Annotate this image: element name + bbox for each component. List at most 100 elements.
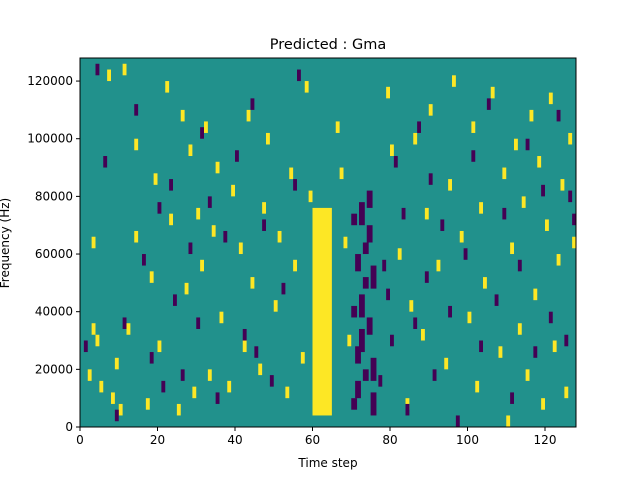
heatmap-cell-high <box>568 132 573 145</box>
heatmap-cell-low <box>355 254 361 272</box>
heatmap-bright-band <box>312 207 332 416</box>
heatmap-cell-high <box>134 230 139 243</box>
heatmap-cell-low <box>359 328 365 353</box>
heatmap-cell-low <box>169 179 173 191</box>
heatmap-cell-high <box>300 352 305 364</box>
heatmap-cell-high <box>149 271 154 283</box>
heatmap-cell-high <box>490 86 495 99</box>
heatmap-cell-high <box>529 109 534 122</box>
heatmap-cell-low <box>413 317 418 329</box>
heatmap-cell-low <box>281 282 286 295</box>
heatmap-cell-low <box>114 409 119 422</box>
heatmap-cell-high <box>273 300 278 312</box>
heatmap-cell-low <box>134 104 139 116</box>
heatmap-cell-high <box>250 277 255 289</box>
heatmap-cell-low <box>370 357 377 381</box>
heatmap-cell-low <box>355 380 361 399</box>
axes: 0 20 40 60 80 100 120 0 20000 40000 60000 80000 1000… <box>27 57 577 447</box>
plot-frame <box>79 57 577 428</box>
heatmap-cell-low <box>548 311 553 324</box>
heatmap-cell-low <box>223 230 228 243</box>
heatmap-cell-low <box>401 207 406 220</box>
heatmap-cell-low <box>355 346 361 364</box>
heatmap-cell-low <box>362 369 369 381</box>
y-tick-label: 0 <box>65 420 73 434</box>
heatmap-cell-high <box>479 202 483 214</box>
heatmap-cell-low <box>417 121 421 133</box>
heatmap-cell-high <box>452 75 456 87</box>
heatmap-cell-high <box>308 190 313 203</box>
heatmap-cell-high <box>192 386 197 399</box>
heatmap-cell-high <box>180 109 185 122</box>
heatmap-cell-low <box>463 248 468 260</box>
heatmap-cell-high <box>537 156 542 168</box>
heatmap-cell-high <box>572 236 576 249</box>
heatmap-cell-low <box>390 334 394 347</box>
heatmap-cell-low <box>533 346 538 358</box>
heatmap-cell-high <box>413 132 418 145</box>
heatmap-cell-high <box>196 207 201 220</box>
heatmap-cell-high <box>459 230 464 243</box>
heatmap-cell-low <box>297 69 301 82</box>
heatmap-cell-high <box>200 259 204 272</box>
heatmap-cell-high <box>145 398 150 410</box>
heatmap-cell-low <box>149 352 154 364</box>
heatmap-cell-high <box>107 69 111 82</box>
x-tick-label: 40 <box>227 433 242 447</box>
heatmap-cell-high <box>386 86 390 99</box>
x-tick-label: 80 <box>382 433 397 447</box>
heatmap-cell-low <box>95 63 100 76</box>
heatmap-cell-low <box>293 179 297 191</box>
heatmap-cell-low <box>262 219 266 231</box>
heatmap-cell-low <box>351 213 358 226</box>
heatmap-cell-high <box>91 323 96 335</box>
heatmap-cell-low <box>568 190 573 203</box>
heatmap-cell-high <box>444 357 449 370</box>
heatmap-cell-high <box>552 340 557 353</box>
heatmap-cell-high <box>289 167 294 180</box>
heatmap-cell-low <box>424 271 429 283</box>
heatmap-cell-high <box>304 81 309 93</box>
y-tick-label: 80000 <box>35 189 73 203</box>
heatmap-cell-high <box>238 242 243 255</box>
heatmap-cell-low <box>161 380 166 393</box>
x-tick-label: 20 <box>150 433 165 447</box>
heatmap-cell-low <box>517 259 522 272</box>
heatmap-cell-high <box>564 386 569 399</box>
heatmap-cell-high <box>126 323 131 335</box>
heatmap-cell-high <box>471 121 476 133</box>
heatmap-cell-high <box>227 380 232 393</box>
heatmap-cell-low <box>471 150 476 162</box>
heatmap-cell-low <box>103 156 108 168</box>
heatmap-cell-low <box>370 265 377 289</box>
heatmap-cell-low <box>428 173 433 185</box>
heatmap-cell-high <box>242 340 247 353</box>
heatmap-cell-low <box>440 219 445 231</box>
heatmap-cell-low <box>479 340 483 353</box>
y-tick-label: 20000 <box>35 362 73 376</box>
heatmap-cell-high <box>165 81 170 93</box>
heatmap-cell-high <box>153 173 158 185</box>
heatmap-cell-high <box>428 104 433 116</box>
heatmap-cell-high <box>556 254 561 266</box>
heatmap-cell-low <box>200 127 204 139</box>
heatmap-cell-high <box>339 167 344 180</box>
heatmap-cell-low <box>366 190 373 208</box>
heatmap-cell-high <box>118 403 123 416</box>
heatmap-cell-low <box>510 392 514 404</box>
heatmap-cell-high <box>266 132 270 145</box>
heatmap-cell-high <box>533 288 538 301</box>
heatmap-cell-high <box>521 196 526 208</box>
heatmap-cell-high <box>483 277 487 289</box>
heatmap-cell-low <box>502 207 507 220</box>
heatmap-cell-low <box>242 328 247 341</box>
heatmap-cell-high <box>169 213 173 226</box>
heatmap-cell-high <box>517 323 522 335</box>
heatmap-cell-low <box>366 225 373 243</box>
heatmap-cell-high <box>560 179 565 191</box>
heatmap-cell-high <box>436 259 441 272</box>
heatmap-cell-high <box>219 311 224 324</box>
heatmap-cell-high <box>211 225 216 237</box>
heatmap-cell-low <box>188 242 193 255</box>
heatmap-cell-low <box>362 242 369 255</box>
